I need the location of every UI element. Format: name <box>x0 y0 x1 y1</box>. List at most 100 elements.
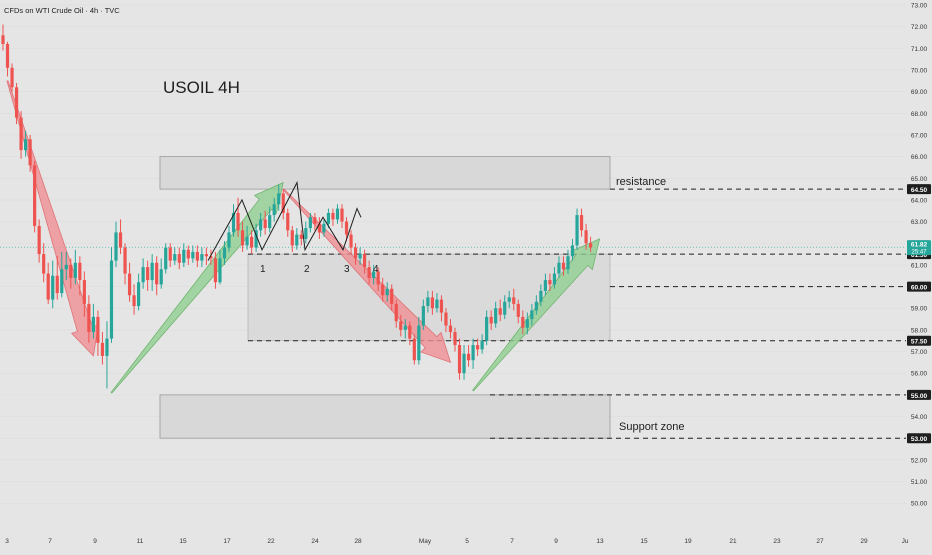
price-tick-label: 67.00 <box>911 132 928 139</box>
candle <box>78 256 82 296</box>
candle <box>367 260 371 285</box>
current-price-value: 61.82 <box>911 242 928 249</box>
candle <box>548 273 552 291</box>
candle <box>209 249 213 265</box>
candle <box>426 290 430 313</box>
candle <box>268 206 272 233</box>
candle <box>313 212 317 231</box>
price-level-badge-text: 64.50 <box>911 187 928 194</box>
price-level-badge-text: 60.00 <box>911 285 928 292</box>
candle <box>19 111 23 159</box>
candle <box>435 293 439 313</box>
support-zone-label: Support zone <box>619 421 684 433</box>
candle <box>105 321 109 389</box>
candle <box>326 208 331 229</box>
candle <box>213 251 218 289</box>
time-tick-label: 3 <box>5 538 9 545</box>
time-tick-label: 17 <box>223 538 231 545</box>
price-tick-label: 70.00 <box>911 67 928 74</box>
green-arrow <box>110 181 284 394</box>
green-arrow <box>472 238 601 392</box>
candle <box>254 223 258 252</box>
time-tick-label: 24 <box>311 538 319 545</box>
candle <box>471 338 475 369</box>
time-tick-label: 23 <box>773 538 781 545</box>
candle <box>177 247 181 270</box>
candle <box>24 130 28 157</box>
candle <box>448 319 453 339</box>
wave-label-1: 1 <box>260 264 266 275</box>
candle <box>118 219 123 255</box>
candle <box>385 282 389 302</box>
wave-pattern <box>207 180 362 261</box>
candle <box>543 273 547 296</box>
candle <box>512 288 516 311</box>
candle <box>417 316 421 365</box>
candle <box>453 327 457 352</box>
candle <box>516 299 520 324</box>
candle <box>485 310 489 346</box>
candle <box>109 247 114 343</box>
candle <box>159 258 163 289</box>
time-tick-label: 11 <box>137 538 144 545</box>
candle <box>480 334 484 354</box>
wave-label-4: 4 <box>373 264 379 275</box>
candle <box>539 284 543 307</box>
candles <box>1 24 593 389</box>
candle <box>353 243 358 265</box>
candle <box>376 267 380 291</box>
candle <box>182 243 186 268</box>
price-level-badge <box>907 281 931 292</box>
candle <box>299 230 303 246</box>
candle <box>173 247 177 265</box>
candle <box>236 197 240 237</box>
candle <box>69 258 73 289</box>
candle <box>91 303 95 339</box>
price-axis[interactable]: 50.00 51.00 52.00 53.00 54.00 55.00 56.00 57.00… <box>907 3 931 508</box>
candle <box>584 223 588 250</box>
candle <box>430 290 434 315</box>
candle <box>186 245 190 265</box>
candle <box>444 308 448 333</box>
candle <box>33 160 37 233</box>
candle <box>503 295 507 320</box>
candle <box>290 225 294 252</box>
candle <box>10 63 14 92</box>
candle <box>372 264 376 285</box>
candle <box>421 299 425 330</box>
price-tick-label: 51.00 <box>911 479 928 486</box>
candle <box>308 212 312 233</box>
price-tick-label: 59.00 <box>911 306 928 313</box>
price-tick-label: 65.00 <box>911 176 928 183</box>
price-level-badge <box>907 433 931 444</box>
candle <box>557 256 561 278</box>
candle <box>73 249 77 285</box>
time-tick-label: 27 <box>816 538 824 545</box>
candle <box>358 247 362 265</box>
price-tick-label: 68.00 <box>911 111 928 118</box>
time-axis[interactable]: 3 7 9 11 15 17 22 24 28 May 5 7 9 13 15 19 21 23 27 29 Ju <box>5 538 909 545</box>
candle <box>114 221 118 268</box>
price-tick-label: 73.00 <box>911 3 928 10</box>
price-tick-label: 66.00 <box>911 154 928 161</box>
time-tick-label: 15 <box>640 538 648 545</box>
candle <box>259 212 263 237</box>
candle <box>55 256 59 300</box>
candle <box>164 243 168 274</box>
price-level-badge <box>907 335 931 346</box>
symbol-title: CFDs on WTI Crude Oil · 4h · TVC <box>4 6 120 15</box>
candle <box>579 208 584 237</box>
candle <box>150 254 154 291</box>
price-level-badge-text: 53.00 <box>911 436 928 443</box>
price-level-badge-text: 55.00 <box>911 393 928 400</box>
candle <box>100 332 105 365</box>
candle <box>394 299 398 328</box>
candle <box>570 238 575 261</box>
price-level-badge-text: 61.50 <box>911 252 928 259</box>
price-tick-label: 54.00 <box>911 414 928 421</box>
time-tick-label: May <box>419 538 432 545</box>
candle <box>123 243 127 285</box>
time-tick-label: 7 <box>48 538 52 545</box>
price-tick-label: 61.00 <box>911 262 928 269</box>
